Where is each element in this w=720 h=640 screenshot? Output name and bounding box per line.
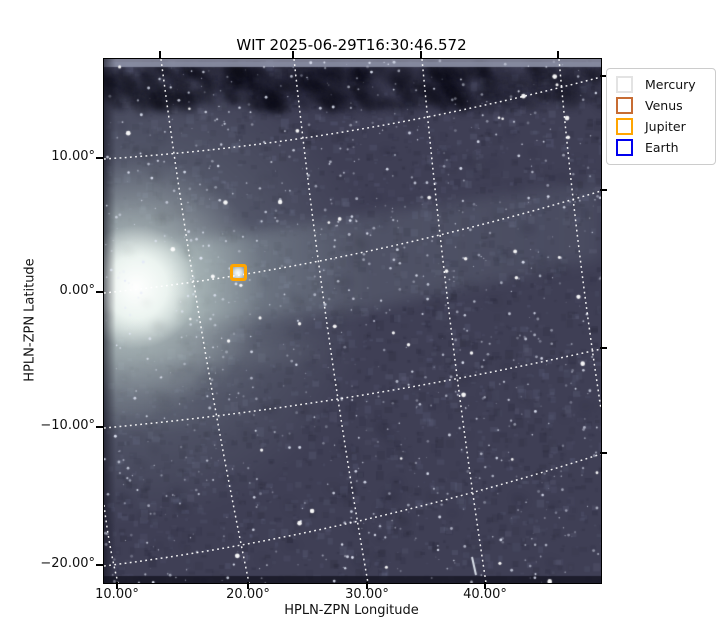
grid-line	[104, 453, 601, 567]
x-tick-label: 10.00°	[95, 587, 139, 602]
tick-mark	[600, 452, 607, 454]
x-tick-label: 40.00°	[463, 587, 507, 602]
jupiter-marker	[229, 264, 247, 282]
grid-line	[104, 190, 601, 294]
tick-mark	[292, 51, 294, 58]
tick-mark	[557, 51, 559, 58]
y-tick-label: −20.00°	[40, 556, 95, 571]
tick-mark	[600, 189, 607, 191]
tick-mark	[600, 75, 607, 77]
legend-label: Venus	[645, 98, 683, 113]
tick-mark	[484, 582, 486, 589]
tick-mark	[366, 582, 368, 589]
x-tick-label: 30.00°	[345, 587, 389, 602]
tick-mark	[96, 564, 103, 566]
x-tick-label: 20.00°	[226, 587, 270, 602]
grid-line	[104, 76, 601, 160]
legend-label: Mercury	[645, 77, 696, 92]
sky-image	[104, 59, 601, 583]
tick-mark	[600, 347, 607, 349]
grid-line	[104, 504, 119, 583]
coordinate-grid	[104, 59, 601, 583]
grid-line	[293, 59, 369, 583]
legend-item: Jupiter	[607, 116, 715, 137]
grid-line	[558, 59, 601, 410]
legend-item: Mercury	[607, 74, 715, 95]
tick-mark	[420, 51, 422, 58]
legend-swatch	[616, 139, 633, 156]
legend-label: Earth	[645, 140, 679, 155]
tick-mark	[159, 51, 161, 58]
grid-line	[421, 59, 487, 583]
tick-mark	[96, 426, 103, 428]
legend-label: Jupiter	[645, 119, 686, 134]
legend-item: Venus	[607, 95, 715, 116]
x-axis-label: HPLN-ZPN Longitude	[284, 603, 419, 618]
legend-swatch	[616, 97, 633, 114]
image-panel	[103, 58, 602, 584]
legend: Mercury Venus Jupiter Earth	[606, 68, 716, 165]
tick-mark	[96, 291, 103, 293]
grid-line	[104, 348, 601, 429]
grid-line	[160, 59, 250, 583]
legend-swatch	[616, 118, 633, 135]
tick-mark	[116, 582, 118, 589]
legend-swatch	[616, 76, 633, 93]
tick-mark	[96, 157, 103, 159]
legend-item: Earth	[607, 137, 715, 158]
y-tick-label: −10.00°	[40, 418, 95, 433]
y-axis-label: HPLN-ZPN Latitude	[22, 258, 38, 382]
plot-title: WIT 2025-06-29T16:30:46.572	[236, 36, 467, 54]
tick-mark	[247, 582, 249, 589]
y-tick-label: 0.00°	[59, 283, 95, 298]
y-tick-label: 10.00°	[51, 149, 95, 164]
